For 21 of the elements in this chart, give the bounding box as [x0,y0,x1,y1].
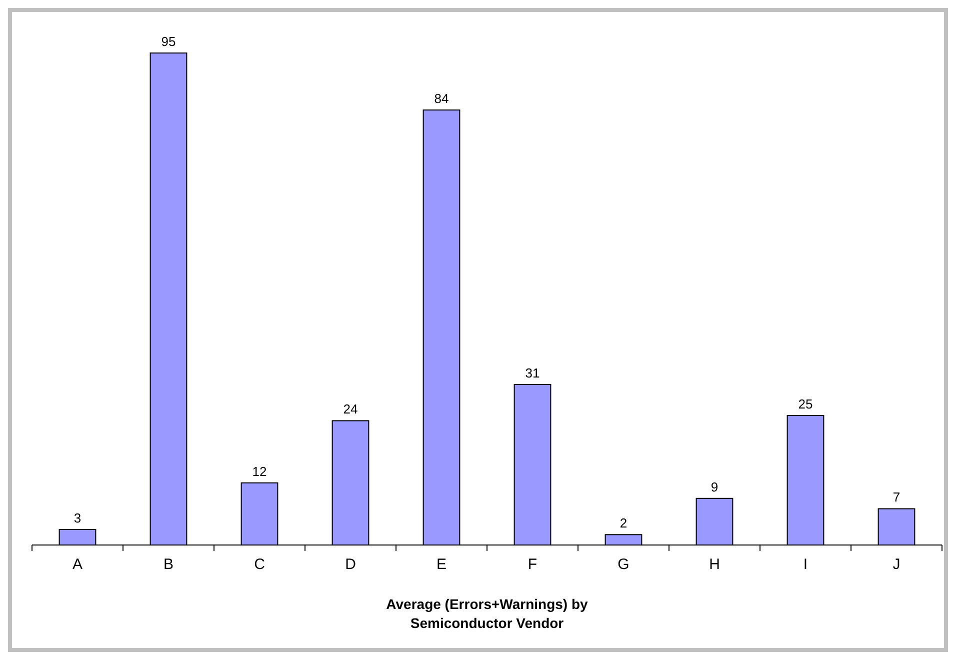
x-tick-label: I [803,556,808,573]
x-tick-label: C [254,556,266,573]
data-label: 95 [161,34,176,49]
data-label: 84 [434,90,449,106]
x-tick-label: B [163,556,174,573]
data-label: 9 [710,479,718,494]
data-label: 25 [798,396,813,412]
x-tick-label: E [436,556,447,573]
x-tick-label: F [528,556,538,573]
data-label: 31 [525,365,540,380]
x-tick-label: J [892,556,900,573]
x-tick-label: G [618,556,630,573]
data-label: 3 [74,510,82,526]
x-tick-label: D [345,556,356,573]
data-label: 2 [620,516,628,531]
data-label: 24 [343,402,358,417]
x-tick-label: H [709,556,720,573]
x-axis-title: Average (Errors+Warnings) by Semiconductor Vendor [386,596,588,631]
data-label: 12 [252,464,267,479]
x-tick-label: A [72,556,83,573]
data-label: 7 [892,490,900,505]
